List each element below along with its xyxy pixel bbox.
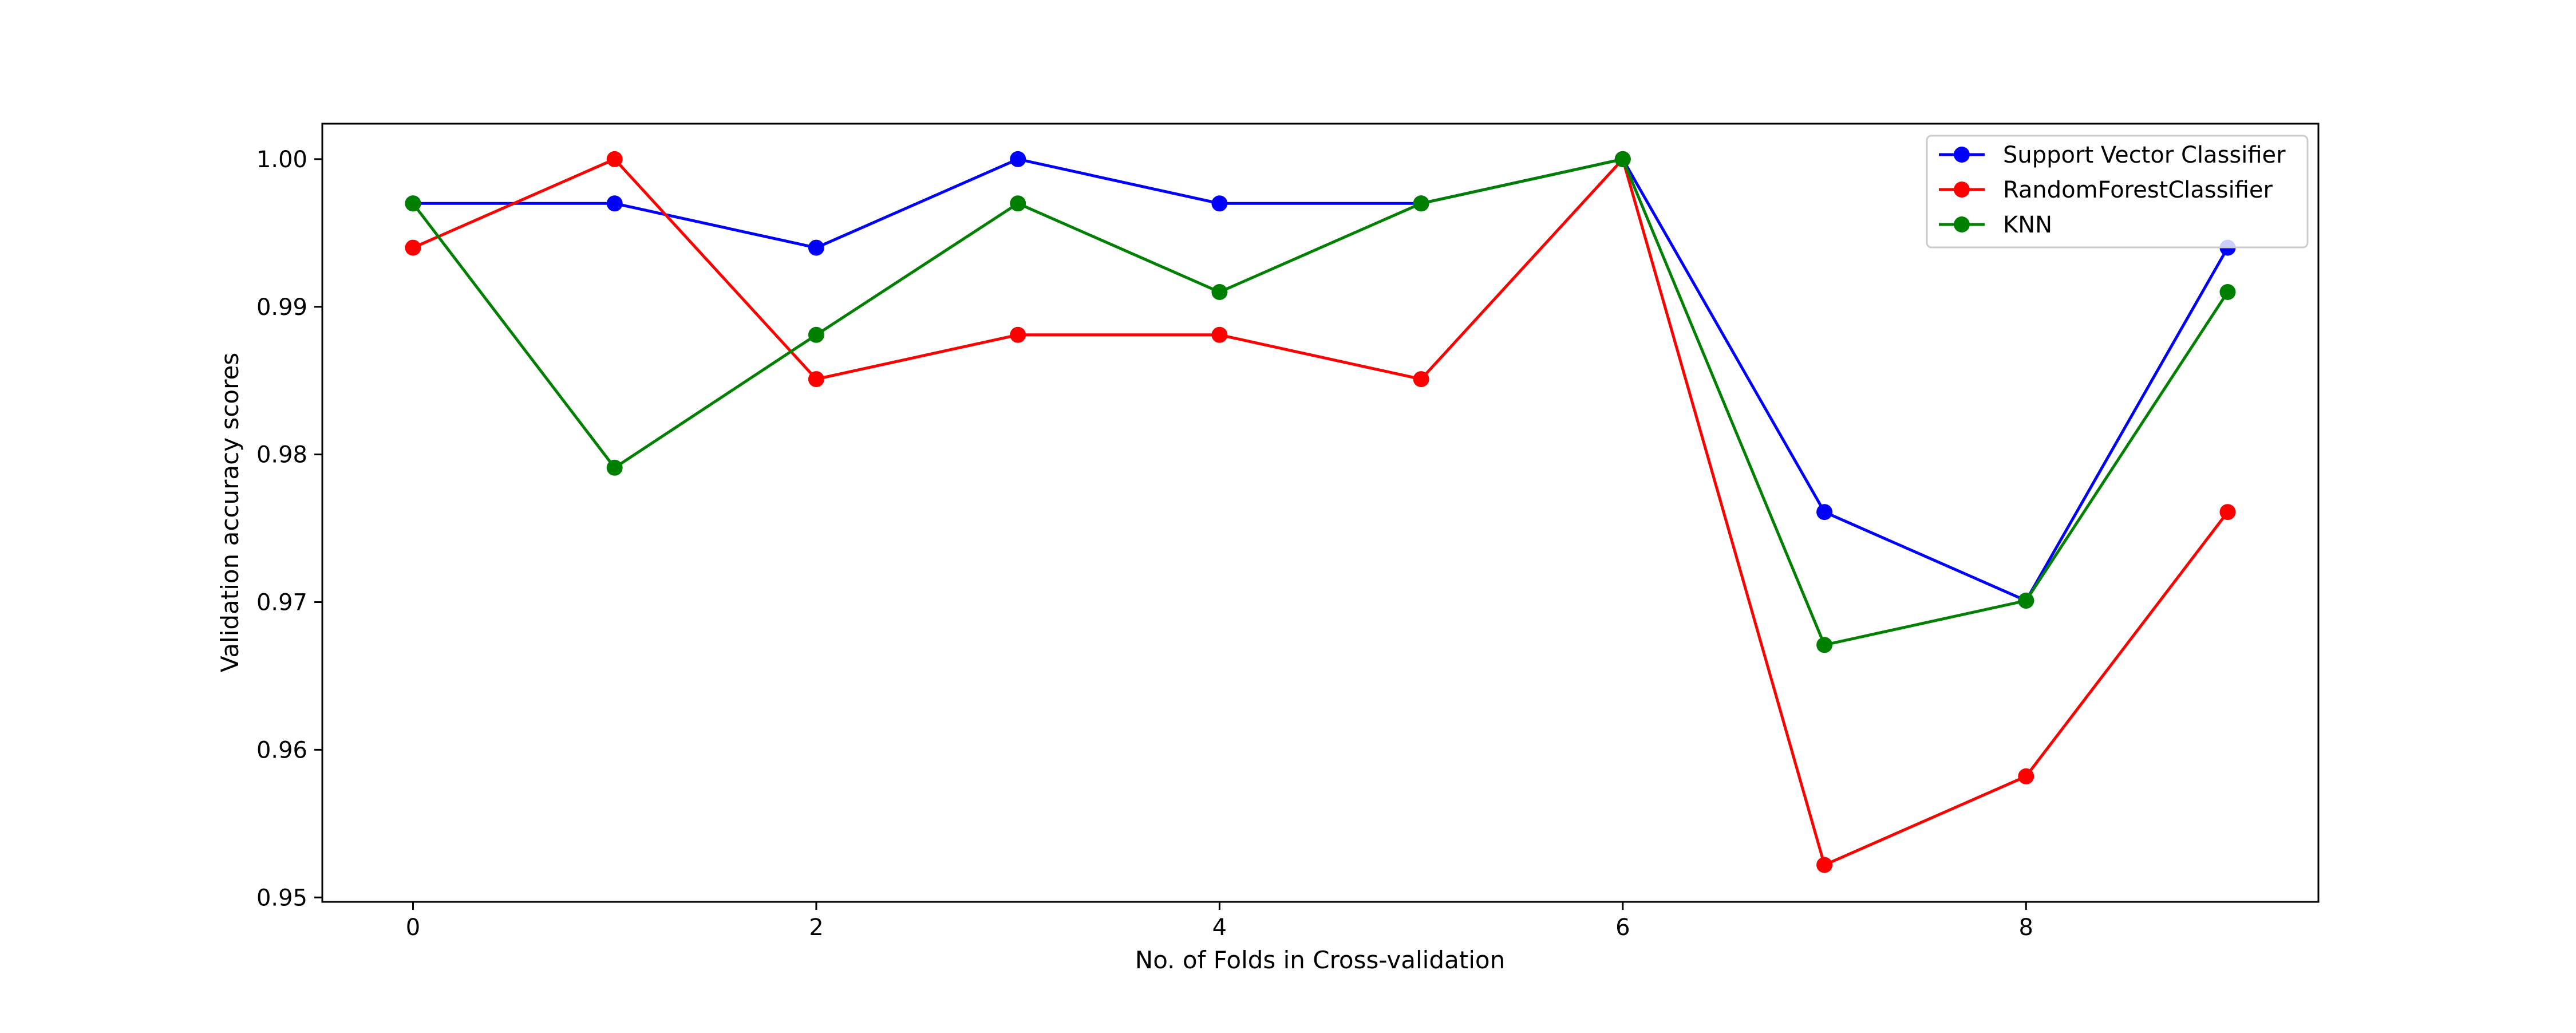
x-tick-label: 2: [809, 914, 823, 941]
series-3-point: [405, 195, 421, 212]
series-3: [405, 151, 2236, 653]
legend-label: Support Vector Classifier: [2003, 142, 2286, 168]
y-axis-label: Validation accuracy scores: [216, 353, 244, 672]
y-tick-label: 0.97: [256, 590, 307, 616]
series-2-point: [2018, 768, 2034, 784]
y-tick-label: 0.99: [256, 294, 307, 321]
series-2-point: [1816, 857, 1833, 873]
series-3-point: [808, 326, 824, 343]
x-tick-label: 8: [2019, 914, 2033, 941]
y-tick-label: 1.00: [256, 147, 307, 173]
series-3-point: [1816, 637, 1833, 653]
series-2-point: [2219, 504, 2236, 521]
legend-box: [1926, 135, 2309, 249]
x-axis-ticks: 0 2 4 6 8: [406, 902, 2033, 941]
series-line-3: [412, 157, 2229, 646]
series-3-point: [1211, 284, 1228, 300]
series-3-point: [2219, 284, 2236, 300]
legend-item: RandomForestClassifier: [1939, 177, 2273, 203]
y-tick-label: 0.98: [256, 442, 307, 468]
series-2: [405, 151, 2236, 873]
series-3-point: [1413, 195, 1429, 212]
series-line-1: [413, 157, 2229, 602]
legend-marker: [1954, 216, 1970, 232]
series-1-point: [1816, 504, 1833, 521]
y-tick-label: 0.96: [256, 737, 307, 763]
legend-marker: [1954, 182, 1970, 198]
legend: Support Vector Classifier RandomForestCla…: [1926, 135, 2309, 249]
series-line-2: [412, 157, 2229, 866]
y-tick-label: 0.95: [256, 885, 307, 911]
legend-label: RandomForestClassifier: [2003, 177, 2273, 203]
legend-item: KNN: [1939, 212, 2052, 238]
series-3-point: [1614, 151, 1631, 167]
legend-marker: [1954, 147, 1970, 163]
series-2-point: [405, 239, 421, 256]
series-1-point: [808, 239, 824, 256]
x-tick-label: 4: [1212, 914, 1227, 941]
series-2-point: [1010, 326, 1026, 343]
x-tick-label: 0: [406, 914, 420, 941]
series-2-point: [1211, 326, 1228, 343]
series-2-point: [1413, 371, 1429, 388]
series-3-point: [1010, 195, 1026, 212]
legend-label: KNN: [2003, 212, 2052, 238]
series-2-point: [808, 371, 824, 388]
series-1-point: [1010, 151, 1026, 167]
x-axis-label: No. of Folds in Cross-validation: [1135, 946, 1505, 974]
legend-item: Support Vector Classifier: [1939, 142, 2286, 168]
series-2-point: [606, 151, 623, 167]
plot-area-frame: [321, 123, 2320, 903]
series-3-point: [2018, 592, 2034, 609]
series-layer: [405, 151, 2236, 873]
x-tick-label: 6: [1615, 914, 1630, 941]
y-axis-ticks: 0.95 0.96 0.97 0.98 0.99 1.00: [256, 147, 322, 911]
series-1-point: [606, 195, 623, 212]
series-3-point: [606, 459, 623, 476]
series-1-point: [1211, 195, 1228, 212]
